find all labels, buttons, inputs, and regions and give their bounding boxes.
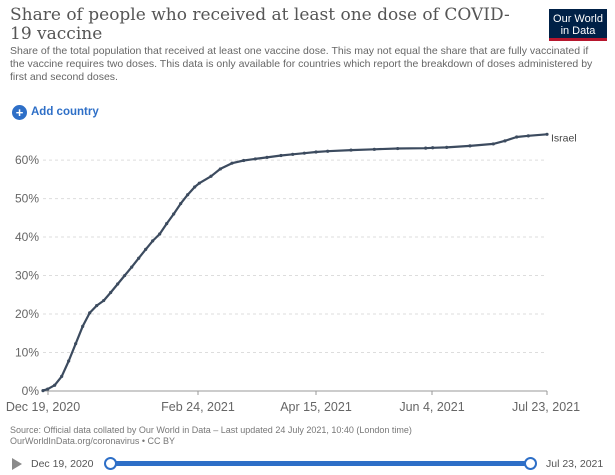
- data-point: [197, 181, 201, 185]
- data-point: [74, 342, 78, 346]
- play-icon[interactable]: [12, 458, 22, 470]
- x-tick-label: Jul 23, 2021: [512, 400, 580, 414]
- y-axis-ticks: 0% 10% 20% 30% 40% 50% 60%: [15, 153, 39, 398]
- chart-title: Share of people who received at least on…: [10, 5, 510, 44]
- data-point: [326, 149, 330, 153]
- data-point: [158, 232, 162, 236]
- data-point: [193, 185, 197, 189]
- data-point: [46, 387, 50, 391]
- data-point: [53, 383, 57, 387]
- data-point: [431, 146, 435, 150]
- y-tick-label: 60%: [15, 153, 39, 167]
- data-point: [515, 135, 519, 139]
- line-chart: 0% 10% 20% 30% 40% 50% 60% Dec 19, 2020 Feb 24,…: [6, 132, 580, 414]
- plus-circle-icon: +: [12, 104, 27, 120]
- add-country-label: Add country: [31, 106, 99, 118]
- data-point: [88, 311, 92, 315]
- add-country-button[interactable]: + Add country: [12, 104, 99, 120]
- data-point: [165, 221, 169, 226]
- data-point: [218, 167, 222, 171]
- data-point: [265, 155, 269, 159]
- data-point: [279, 153, 283, 158]
- data-point: [102, 298, 106, 303]
- data-point: [172, 212, 176, 216]
- y-tick-label: 0%: [22, 384, 40, 398]
- data-point: [209, 174, 213, 178]
- timeline-end-handle[interactable]: [524, 457, 537, 470]
- source-line-1: Source: Official data collated by Our Wo…: [10, 425, 412, 435]
- data-point: [445, 145, 449, 149]
- data-point: [130, 265, 134, 269]
- y-tick-label: 30%: [15, 269, 39, 283]
- data-point: [545, 132, 549, 136]
- x-tick-label: Apr 15, 2021: [280, 400, 352, 414]
- data-point: [81, 324, 85, 328]
- data-point: [396, 146, 400, 151]
- x-tick-label: Feb 24, 2021: [161, 400, 235, 414]
- data-point: [349, 148, 353, 152]
- x-axis-ticks: Dec 19, 2020 Feb 24, 2021 Apr 15, 2021 Jun …: [6, 391, 580, 414]
- source-note: Source: Official data collated by Our Wo…: [10, 425, 610, 446]
- data-point: [424, 146, 428, 150]
- data-point: [179, 201, 183, 206]
- data-point: [116, 282, 120, 286]
- timeline-start-handle[interactable]: [104, 457, 117, 470]
- timeline-control: Dec 19, 2020 Jul 23, 2021: [0, 452, 615, 474]
- chart-series: Israel: [41, 132, 577, 393]
- chart-grid: [43, 159, 547, 392]
- data-point: [137, 256, 141, 260]
- data-point: [60, 374, 64, 378]
- data-point: [526, 134, 530, 138]
- owid-logo[interactable]: Our World in Data: [549, 9, 607, 41]
- data-point: [186, 193, 190, 197]
- data-point: [95, 303, 99, 308]
- data-point: [41, 389, 45, 393]
- timeline-start-label: Dec 19, 2020: [31, 458, 94, 470]
- data-point: [123, 273, 127, 278]
- x-tick-label: Dec 19, 2020: [6, 400, 80, 414]
- data-point: [109, 290, 113, 295]
- data-point: [468, 144, 472, 148]
- timeline-track[interactable]: [111, 461, 531, 466]
- chart-subtitle: Share of the total population that recei…: [10, 45, 593, 83]
- data-point: [302, 151, 306, 155]
- series-label[interactable]: Israel: [551, 132, 577, 144]
- data-point: [242, 158, 246, 163]
- data-point: [151, 239, 155, 243]
- data-point: [503, 139, 507, 143]
- data-point: [230, 161, 234, 165]
- logo-line-1: Our World: [553, 13, 603, 25]
- data-point: [67, 359, 71, 363]
- source-line-2: OurWorldInData.org/coronavirus • CC BY: [10, 435, 176, 446]
- data-point: [253, 157, 257, 161]
- y-tick-label: 50%: [15, 192, 39, 206]
- data-point: [491, 142, 495, 146]
- data-point: [291, 152, 295, 156]
- data-point: [372, 147, 376, 151]
- x-tick-label: Jun 4, 2021: [399, 400, 464, 414]
- y-tick-label: 20%: [15, 307, 39, 321]
- data-point: [144, 247, 148, 251]
- y-tick-label: 10%: [15, 346, 39, 360]
- y-tick-label: 40%: [15, 230, 39, 244]
- data-point: [314, 150, 318, 154]
- timeline-end-label: Jul 23, 2021: [546, 458, 604, 470]
- logo-line-2: in Data: [560, 25, 596, 37]
